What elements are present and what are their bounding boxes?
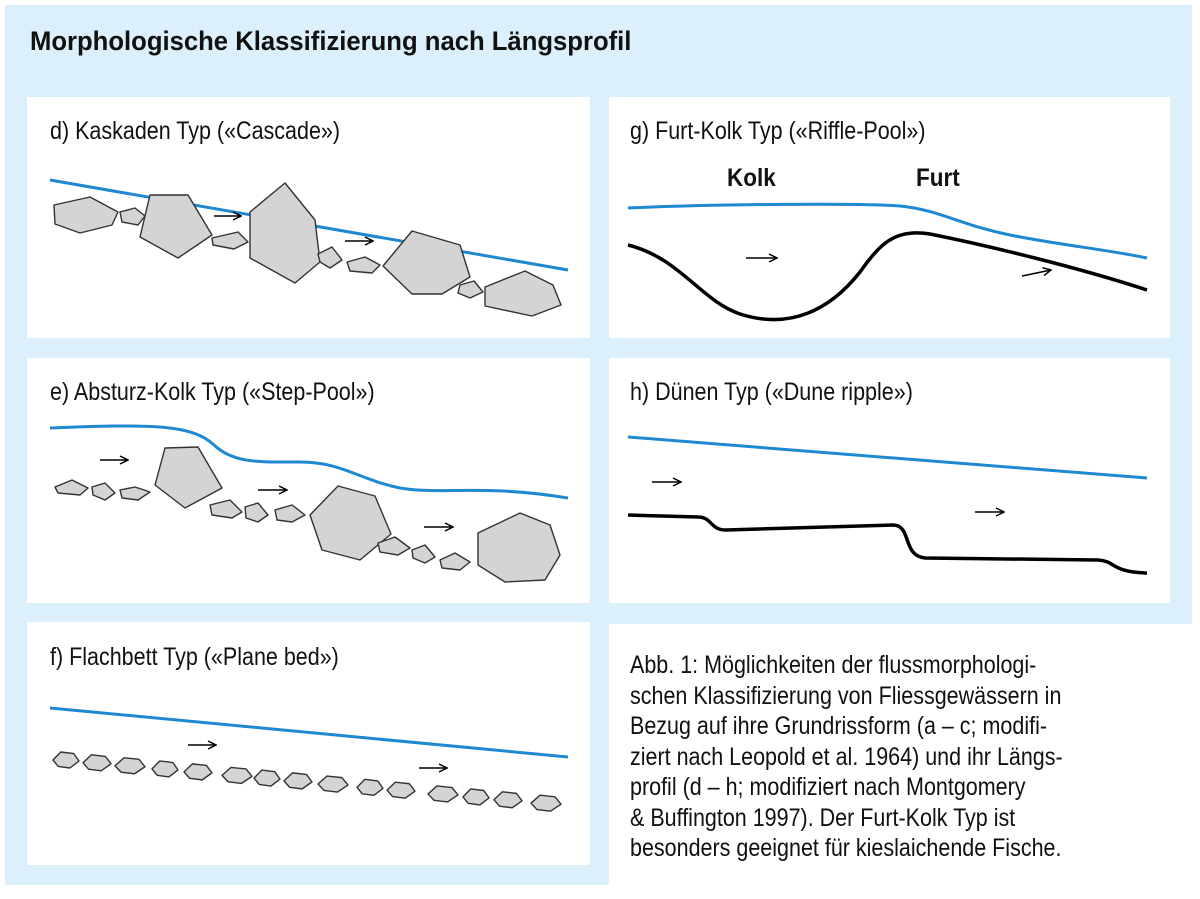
panel-title-d: d) Kaskaden Typ («Cascade») [50, 117, 341, 145]
stone [244, 502, 269, 523]
panel-title-f: f) Flachbett Typ («Plane bed») [50, 643, 339, 671]
label-furt: Furt [916, 164, 960, 192]
gravel-stone [221, 766, 253, 785]
panel-title-g: g) Furt-Kolk Typ («Riffle-Pool») [630, 117, 926, 145]
gravel-stone [530, 794, 562, 812]
gravel-stone [427, 785, 459, 803]
stone [411, 544, 436, 564]
water-surface [627, 435, 1148, 480]
gravel-stone [114, 757, 146, 775]
caption-line: besonders geeignet für kieslaichende Fis… [630, 834, 1062, 862]
gravel-stone [253, 769, 281, 787]
step-boulder [154, 446, 223, 509]
stone [274, 504, 306, 523]
stone [209, 499, 243, 519]
panel-caption [609, 624, 1200, 899]
cascade-drawing [49, 178, 569, 317]
figure-title: Morphologische Klassifizierung nach Läng… [30, 26, 632, 56]
boulder [346, 256, 381, 274]
gravel-stone [317, 775, 349, 793]
water-surface [627, 202, 1148, 260]
gravel-stone [82, 754, 112, 772]
boulder [139, 194, 213, 259]
figure-caption: Abb. 1: Möglichkeiten der flussmorpholog… [630, 650, 1133, 864]
panel-plane-bed [27, 622, 590, 865]
plane-bed-drawing [49, 706, 569, 812]
step-pool-drawing [49, 424, 569, 583]
gravel-stone [151, 760, 179, 778]
river-bed [627, 231, 1148, 322]
label-kolk: Kolk [727, 164, 776, 192]
gravel-stone [462, 788, 490, 806]
water-surface [49, 424, 569, 500]
stone [91, 482, 116, 501]
gravel-stone [52, 751, 80, 769]
panel-title-h: h) Dünen Typ («Dune ripple») [630, 378, 913, 406]
caption-line: profil (d – h; modifiziert nach Montgome… [630, 773, 1026, 801]
gravel-stone [386, 781, 416, 799]
boulder [457, 280, 484, 299]
boulder [484, 270, 562, 317]
caption-line: & Buffington 1997). Der Furt-Kolk Typ is… [630, 803, 1016, 832]
gravel-stone [283, 772, 313, 790]
gravel-stone [493, 791, 523, 809]
boulder [382, 230, 471, 295]
boulder [249, 182, 321, 284]
boulder [211, 231, 249, 250]
riffle-pool-drawing [627, 202, 1148, 322]
gravel-stone [183, 763, 213, 781]
water-surface [49, 706, 569, 759]
panel-title-e: e) Absturz-Kolk Typ («Step-Pool») [50, 378, 375, 406]
stone [54, 479, 89, 496]
gravel-stone [356, 778, 384, 797]
boulder [317, 246, 343, 269]
caption-line: schen Klassifizierung von Fliessgewässer… [630, 681, 1062, 710]
step-boulder [309, 485, 392, 561]
stone [119, 486, 151, 501]
river-bed [627, 513, 1148, 575]
boulder [53, 196, 119, 234]
dune-ripple-drawing [627, 435, 1148, 575]
boulder [119, 207, 146, 226]
caption-line: Bezug auf ihre Grundrissform (a – c; mod… [630, 712, 1048, 740]
stone [439, 552, 471, 571]
flow-arrow [1021, 270, 1051, 277]
panel-dune-ripple [609, 358, 1170, 603]
stone [377, 536, 411, 556]
caption-line: ziert nach Leopold et al. 1964) und ihr … [630, 742, 1063, 771]
panel-riffle-pool [609, 97, 1170, 338]
caption-line: Abb. 1: Möglichkeiten der flussmorpholog… [630, 651, 1037, 679]
step-boulder [477, 512, 561, 583]
